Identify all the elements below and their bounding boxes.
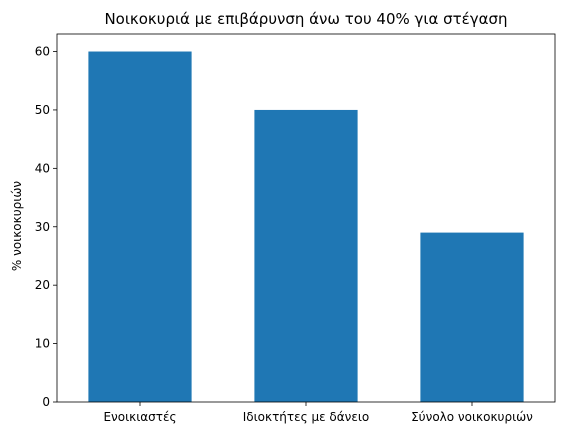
- plot-area: Ενοικιαστές Ιδιοκτήτες με δάνειο Σύνολο νο…: [35, 33, 556, 424]
- x-tick-label: Σύνολο νοικοκυριών: [411, 410, 533, 424]
- x-tick-label: Ιδιοκτήτες με δάνειο: [243, 410, 370, 424]
- bar: [420, 232, 524, 402]
- bar: [254, 109, 358, 402]
- chart-title: Νοικοκυριά με επιβάρυνση άνω του 40% για…: [104, 10, 507, 28]
- y-axis-label: % νοικοκυριών: [10, 181, 24, 271]
- y-tick-label: 50: [35, 103, 50, 117]
- y-tick-label: 20: [35, 278, 50, 292]
- x-tick-label: Ενοικιαστές: [103, 410, 176, 424]
- bar: [88, 51, 192, 403]
- y-tick-label: 10: [35, 337, 50, 351]
- y-tick-label: 30: [35, 220, 50, 234]
- y-tick-label: 0: [42, 395, 50, 409]
- y-tick-label: 40: [35, 161, 50, 175]
- axes-frame: [56, 33, 556, 403]
- y-tick-label: 60: [35, 45, 50, 59]
